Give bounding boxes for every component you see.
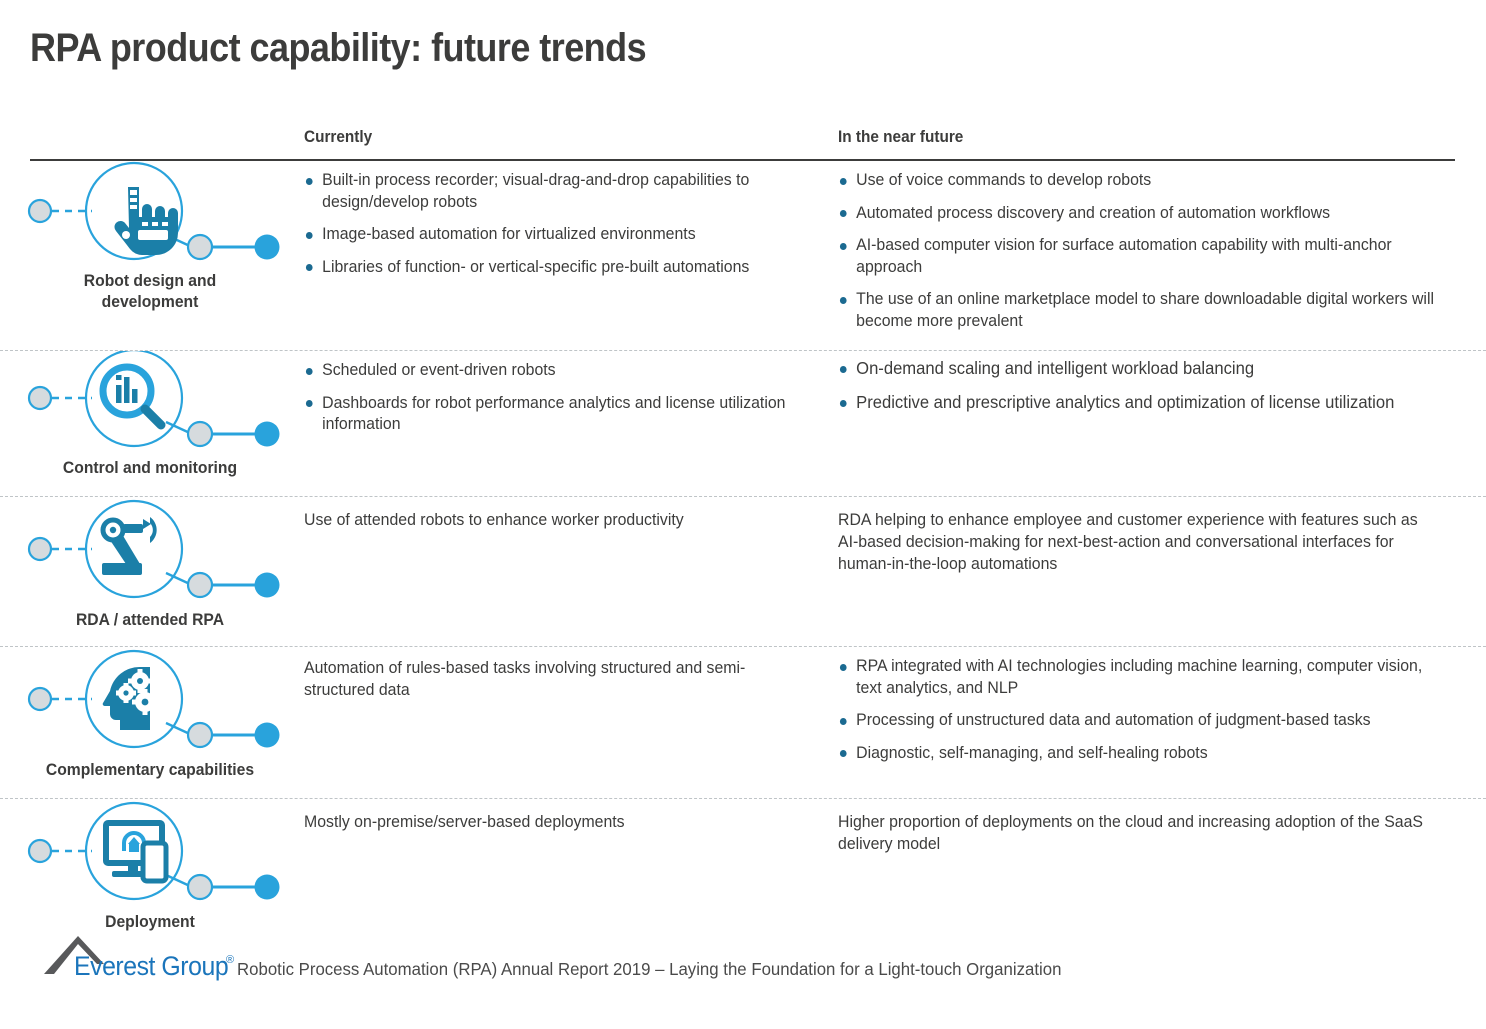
category-label-line1: Control and monitoring xyxy=(62,459,238,477)
category-cell: Complementary capabilities xyxy=(0,647,300,798)
future-paragraph: RDA helping to enhance employee and cust… xyxy=(838,510,1418,574)
table-row: Complementary capabilities Automation of… xyxy=(0,647,1486,799)
future-bullet-list: RPA integrated with AI technologies incl… xyxy=(838,655,1463,763)
category-cell: Robot design and development xyxy=(0,161,300,350)
header-divider-rule xyxy=(30,159,1455,161)
list-item: Use of voice commands to develop robots xyxy=(838,169,1435,191)
currently-paragraph: Use of attended robots to enhance worker… xyxy=(304,510,684,529)
future-cell: On-demand scaling and intelligent worklo… xyxy=(838,357,1463,413)
magnifier-bar-chart-icon xyxy=(27,351,280,448)
currently-bullet-list: Built-in process recorder; visual-drag-a… xyxy=(304,169,824,277)
category-cell: RDA / attended RPA xyxy=(0,497,300,646)
category-label-line1: Deployment xyxy=(105,913,195,931)
category-graphic xyxy=(0,647,300,759)
list-item: Automated process discovery and creation… xyxy=(838,202,1435,224)
page-title: RPA product capability: future trends xyxy=(30,26,647,70)
currently-cell: Built-in process recorder; visual-drag-a… xyxy=(304,169,824,277)
future-cell: RPA integrated with AI technologies incl… xyxy=(838,655,1463,763)
list-item: Processing of unstructured data and auto… xyxy=(838,709,1435,731)
table-row: Control and monitoring Scheduled or even… xyxy=(0,351,1486,497)
currently-cell: Scheduled or event-driven robots Dashboa… xyxy=(304,359,824,435)
monitor-cloud-phone-icon xyxy=(27,801,280,901)
category-graphic xyxy=(0,161,300,273)
list-item: Dashboards for robot performance analyti… xyxy=(304,392,801,435)
list-item: RPA integrated with AI technologies incl… xyxy=(838,655,1435,698)
future-cell: RDA helping to enhance employee and cust… xyxy=(838,509,1463,576)
table-row: RDA / attended RPA Use of attended robot… xyxy=(0,497,1486,647)
category-label: Deployment xyxy=(8,912,293,933)
category-label: Complementary capabilities xyxy=(8,760,293,781)
list-item: The use of an online marketplace model t… xyxy=(838,288,1435,331)
category-label: RDA / attended RPA xyxy=(8,610,293,631)
list-item: Built-in process recorder; visual-drag-a… xyxy=(304,169,801,212)
currently-paragraph: Mostly on-premise/server-based deploymen… xyxy=(304,812,625,831)
category-label-line1: Complementary capabilities xyxy=(45,761,255,779)
list-item: Image-based automation for virtualized e… xyxy=(304,223,801,245)
robot-arm-icon xyxy=(27,499,280,599)
future-bullet-list: On-demand scaling and intelligent worklo… xyxy=(838,357,1463,413)
column-header-near-future: In the near future xyxy=(838,128,964,146)
list-item: Scheduled or event-driven robots xyxy=(304,359,801,381)
list-item: AI-based computer vision for surface aut… xyxy=(838,234,1435,277)
currently-cell: Mostly on-premise/server-based deploymen… xyxy=(304,811,824,833)
currently-bullet-list: Scheduled or event-driven robots Dashboa… xyxy=(304,359,824,435)
category-graphic xyxy=(0,799,300,911)
category-label-line1: RDA / attended RPA xyxy=(75,611,225,629)
footer-spacer xyxy=(0,1021,1486,1029)
category-graphic xyxy=(0,497,300,609)
column-headers: Currently In the near future xyxy=(30,128,1455,160)
list-item: Predictive and prescriptive analytics an… xyxy=(838,391,1435,414)
head-gears-icon xyxy=(27,649,280,749)
list-item: Libraries of function- or vertical-speci… xyxy=(304,256,801,278)
footer: Everest Group ® Robotic Process Automati… xyxy=(30,930,1460,1000)
registered-trademark-icon: ® xyxy=(226,954,235,966)
category-label: Control and monitoring xyxy=(8,458,293,479)
category-label: Robot design and development xyxy=(8,271,293,312)
table-row: Robot design and development Built-in pr… xyxy=(0,161,1486,351)
list-item: Diagnostic, self-managing, and self-heal… xyxy=(838,742,1435,764)
future-bullet-list: Use of voice commands to develop robots … xyxy=(838,169,1463,331)
column-header-currently: Currently xyxy=(304,128,373,146)
footer-report-title: Robotic Process Automation (RPA) Annual … xyxy=(237,959,1062,979)
everest-group-logo-icon xyxy=(44,936,104,974)
category-label-line2: development xyxy=(101,292,199,311)
list-item: On-demand scaling and intelligent worklo… xyxy=(838,357,1435,380)
footer-brand-name: Everest Group xyxy=(74,951,229,981)
robot-hand-icon xyxy=(27,161,280,261)
category-cell: Control and monitoring xyxy=(0,351,300,496)
rows-container: Robot design and development Built-in pr… xyxy=(0,161,1486,947)
currently-cell: Use of attended robots to enhance worker… xyxy=(304,509,824,531)
future-cell: Higher proportion of deployments on the … xyxy=(838,811,1463,855)
category-graphic xyxy=(0,351,300,463)
currently-cell: Automation of rules-based tasks involvin… xyxy=(304,657,824,701)
future-cell: Use of voice commands to develop robots … xyxy=(838,169,1463,331)
table-row: Deployment Mostly on-premise/server-base… xyxy=(0,799,1486,947)
category-label-line1: Robot design and xyxy=(83,272,217,290)
currently-paragraph: Automation of rules-based tasks involvin… xyxy=(304,658,746,700)
future-paragraph: Higher proportion of deployments on the … xyxy=(838,812,1423,854)
category-cell: Deployment xyxy=(0,799,300,947)
